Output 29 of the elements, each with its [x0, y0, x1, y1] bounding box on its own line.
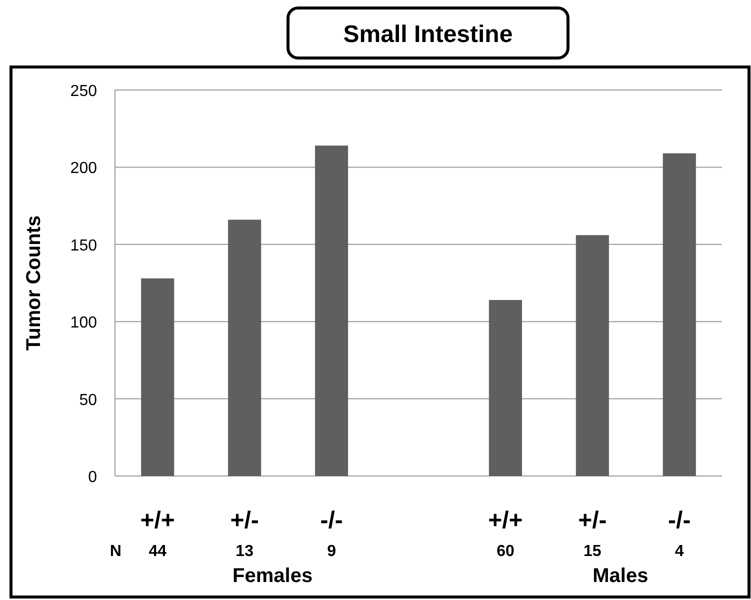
x-tick-label: -/-	[668, 507, 691, 534]
bar	[141, 278, 174, 476]
bar	[488, 300, 522, 476]
chart-title: Small Intestine	[343, 21, 513, 48]
y-axis-title: Tumor Counts	[23, 215, 45, 351]
text: 9	[327, 543, 336, 560]
x-tick-label: -/-	[320, 507, 343, 534]
text: 4	[674, 543, 684, 560]
y-tick-label: 200	[70, 160, 98, 178]
text: Males	[592, 565, 648, 587]
text: 15	[584, 543, 602, 560]
x-tick-label: +/+	[488, 507, 523, 534]
y-tick-label: 50	[79, 392, 98, 409]
y-tick-label: 250	[70, 83, 98, 100]
bar	[228, 220, 262, 476]
bar	[576, 235, 609, 476]
x-tick-label: +/+	[140, 507, 175, 534]
text: Females	[232, 565, 313, 587]
text: 60	[496, 543, 514, 560]
text: 13	[236, 543, 254, 560]
text: N	[110, 543, 122, 560]
text: 44	[148, 543, 167, 560]
bar	[315, 146, 348, 476]
x-tick-label: +/-	[578, 507, 607, 534]
y-tick-label: 150	[70, 237, 98, 254]
x-tick-label: +/-	[230, 507, 259, 534]
bar	[662, 153, 696, 476]
y-tick-label: 100	[70, 314, 98, 332]
y-tick-label: 0	[88, 469, 98, 486]
